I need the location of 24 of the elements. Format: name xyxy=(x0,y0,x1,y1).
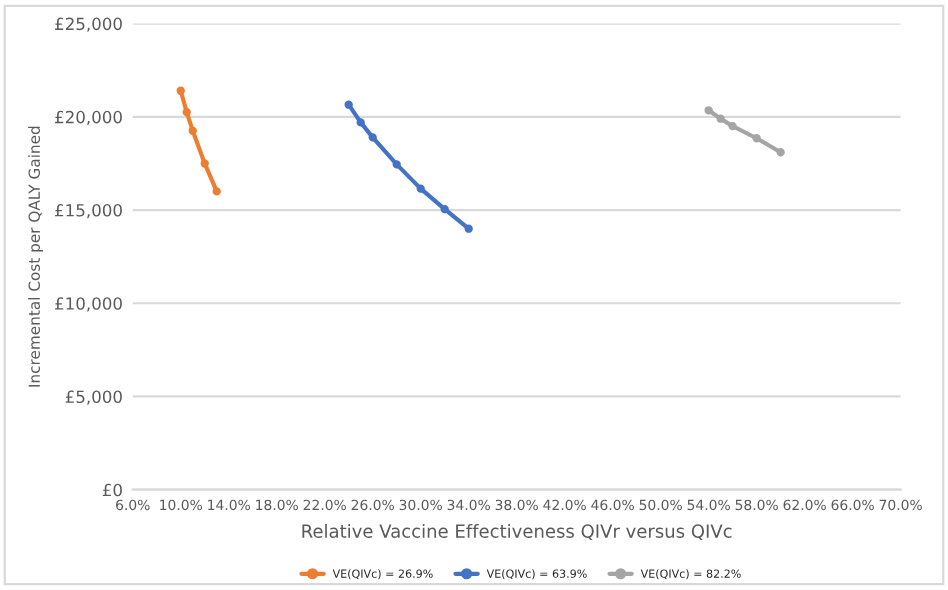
point xyxy=(704,106,713,115)
point xyxy=(440,204,449,214)
point xyxy=(368,133,377,142)
y-tick-label: £20,000 xyxy=(55,110,122,126)
point xyxy=(776,148,785,157)
point xyxy=(728,121,737,131)
point xyxy=(392,160,401,169)
point xyxy=(716,114,725,123)
point xyxy=(416,184,425,193)
point xyxy=(356,118,365,127)
point xyxy=(344,100,353,109)
y-tick-label: £10,000 xyxy=(55,297,122,312)
point xyxy=(176,86,185,95)
point xyxy=(188,126,197,135)
y-tick-label: £0 xyxy=(102,483,122,497)
point xyxy=(182,107,191,117)
y-tick-label: £15,000 xyxy=(55,204,122,219)
point xyxy=(212,187,221,196)
point xyxy=(200,159,209,168)
x-axis-title: Relative Vaccine Effectiveness QIVr versus QIVc xyxy=(302,523,732,541)
point xyxy=(752,134,761,143)
y-tick-label: £25,000 xyxy=(55,17,122,32)
point xyxy=(464,224,473,233)
y-tick-label: £5,000 xyxy=(65,390,122,405)
